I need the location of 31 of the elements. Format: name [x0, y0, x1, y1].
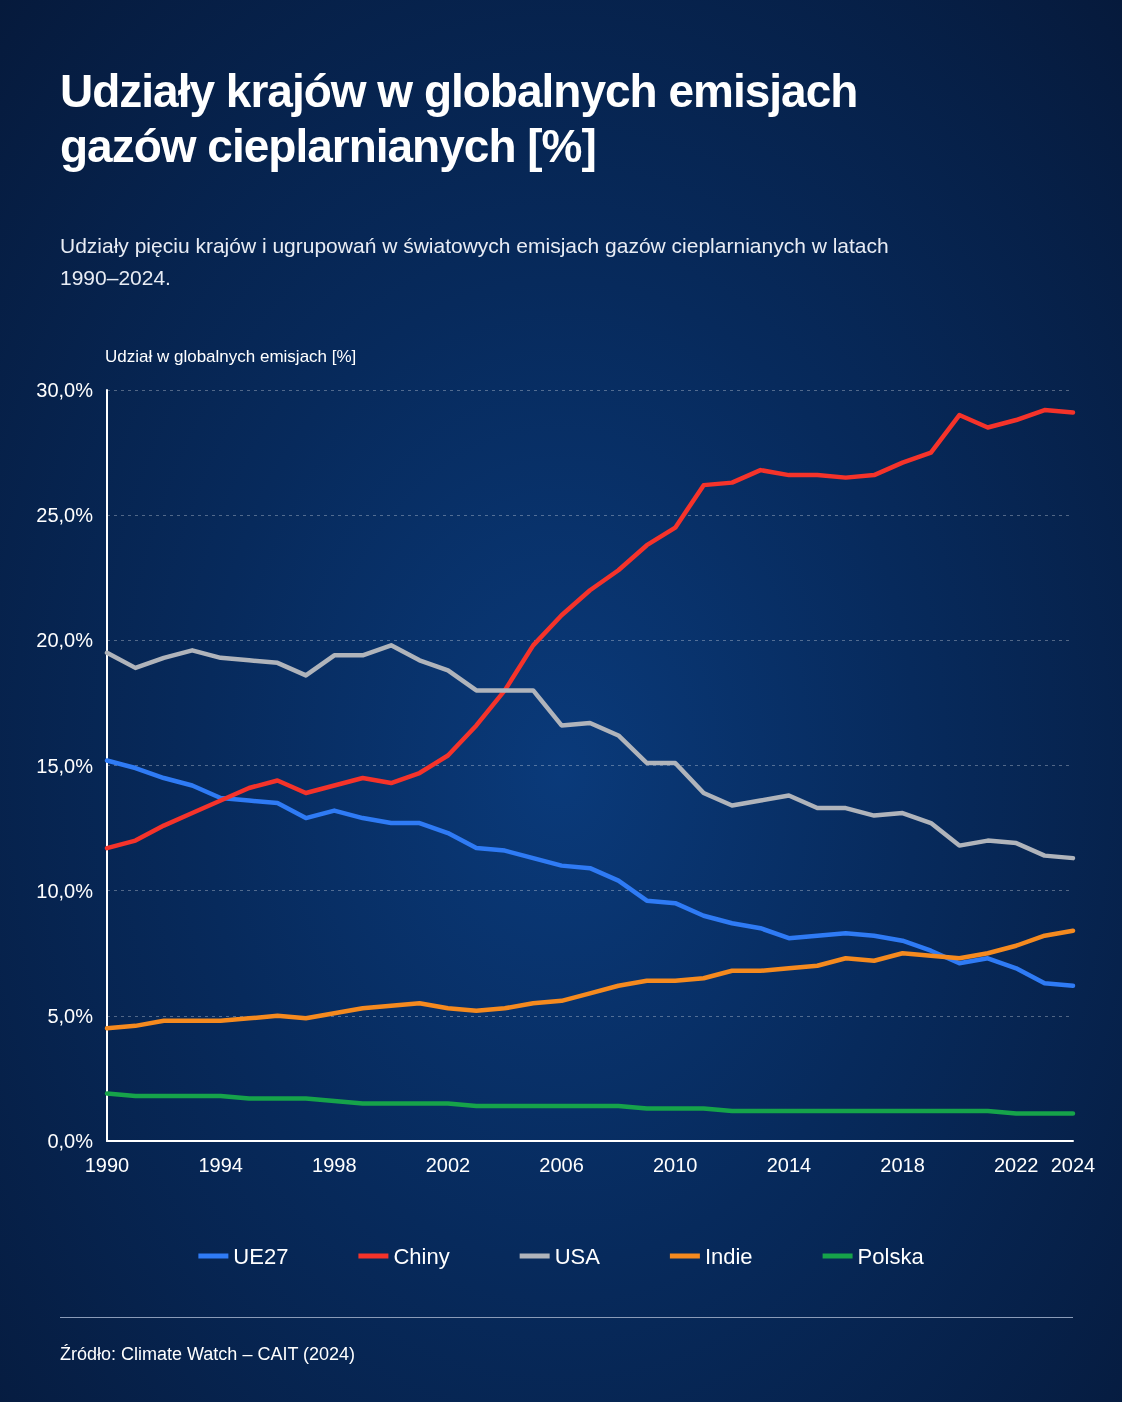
legend-label: Indie	[704, 1243, 753, 1269]
line-series	[104, 928, 1076, 1031]
line-series	[104, 643, 1076, 861]
chart-subtitle: Udziały pięciu krajów i ugrupowań w światowych emisjach gazów cieplarnianych w latach 1990–2024.	[60, 233, 890, 291]
legend-label: UE27	[233, 1243, 289, 1269]
x-tick-label: 2022	[993, 1154, 1039, 1176]
legend-label: Chiny	[393, 1243, 450, 1269]
x-tick-label: 1990	[84, 1154, 130, 1176]
x-tick-label: 1998	[312, 1154, 357, 1176]
x-tick-label: 2010	[652, 1154, 698, 1176]
y-tick-label: 30,0%	[36, 379, 94, 401]
x-tick-label: 2018	[880, 1154, 925, 1176]
line-series	[104, 407, 1076, 851]
text: Źródło: Climate Watch – CAIT (2024)	[60, 1344, 356, 1365]
x-tick-label: 2024	[1050, 1154, 1096, 1176]
y-tick-label: 20,0%	[36, 629, 94, 652]
line-series	[104, 758, 1076, 989]
x-tick-label: 2002	[425, 1154, 471, 1176]
chart-title: Udziały krajów w globalnych emisjach gazów cieplarnianych [%]	[60, 64, 859, 175]
line-series	[104, 1091, 1076, 1116]
y-tick-label: 10,0%	[36, 879, 94, 902]
y-tick-label: 0,0%	[47, 1130, 94, 1152]
y-tick-label: 25,0%	[36, 504, 94, 527]
x-tick-label: 1994	[198, 1154, 243, 1176]
y-axis-title: Udział w globalnych emisjach [%]	[105, 347, 357, 367]
y-tick-label: 5,0%	[47, 1004, 94, 1027]
legend-label: Polska	[857, 1243, 925, 1269]
legend-label: USA	[554, 1243, 601, 1269]
x-tick-label: 2014	[766, 1154, 812, 1176]
x-tick-label: 2006	[539, 1154, 584, 1176]
y-tick-label: 15,0%	[36, 754, 94, 777]
